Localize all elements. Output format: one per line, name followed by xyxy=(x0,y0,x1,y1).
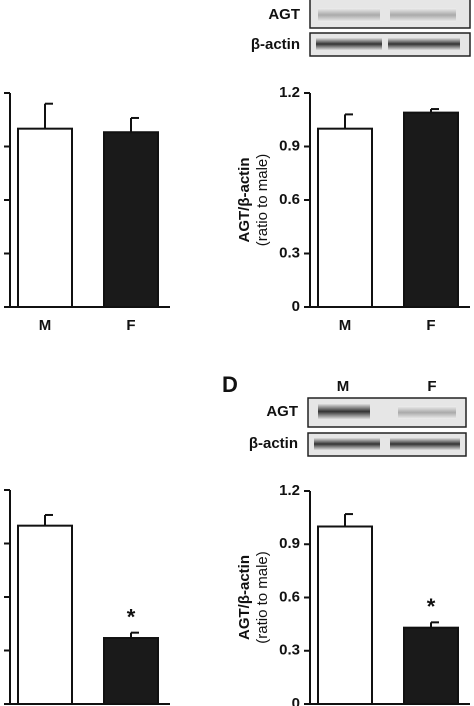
annotation: * xyxy=(427,594,436,619)
blot-row-label: AGT xyxy=(268,6,300,23)
blot-band xyxy=(388,38,460,50)
x-tick-label: F xyxy=(126,317,135,334)
x-tick-label: F xyxy=(426,317,435,334)
bar xyxy=(403,111,459,308)
bar xyxy=(317,525,373,705)
y-tick-label: 0.9 xyxy=(279,137,300,154)
y-tick-label: 0.3 xyxy=(279,244,300,261)
bar xyxy=(103,637,159,705)
blot-band xyxy=(390,8,456,22)
y-tick-label: 0.6 xyxy=(279,588,300,605)
y-tick-label: 0.3 xyxy=(279,642,300,659)
bar xyxy=(403,626,459,705)
y-axis-sublabel: (ratio to male) xyxy=(254,154,271,247)
lane-label: F xyxy=(427,378,436,395)
blot-band xyxy=(318,404,370,419)
y-axis-label: AGT/β-actin xyxy=(236,555,253,640)
bar xyxy=(17,127,73,308)
y-tick-label: 1.2 xyxy=(279,482,300,499)
bar xyxy=(103,131,159,308)
y-tick-label: 0.6 xyxy=(279,191,300,208)
blot-band xyxy=(390,438,460,450)
bar xyxy=(17,524,73,706)
blot-row-label: AGT xyxy=(266,403,298,420)
blot-row-label: β-actin xyxy=(249,435,298,452)
blot-band xyxy=(316,38,382,50)
blot-band xyxy=(314,438,380,450)
y-axis-label: AGT/β-actin xyxy=(236,158,253,243)
y-tick-label: 0.9 xyxy=(279,535,300,552)
lane-label: M xyxy=(337,378,350,395)
blot-row-label: β-actin xyxy=(251,36,300,53)
y-tick-label: 0 xyxy=(292,298,300,315)
blot-band xyxy=(398,406,456,419)
annotation: * xyxy=(127,604,136,629)
panel-label: D xyxy=(222,372,238,397)
y-tick-label: 1.2 xyxy=(279,84,300,101)
y-tick-label: 0 xyxy=(292,695,300,706)
blot-band xyxy=(318,8,380,22)
x-tick-label: M xyxy=(39,317,52,334)
bar xyxy=(317,127,373,308)
y-axis-sublabel: (ratio to male) xyxy=(254,551,271,644)
x-tick-label: M xyxy=(339,317,352,334)
